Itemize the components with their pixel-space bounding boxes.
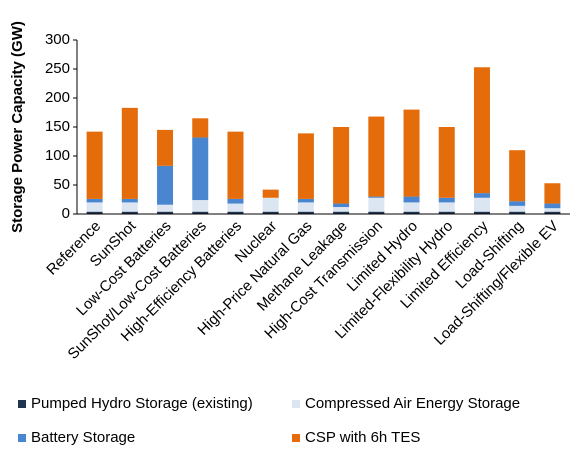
bar-segment (227, 198, 244, 204)
bar-segment (297, 133, 314, 199)
legend-marker (292, 400, 300, 408)
y-tick-label: 50 (53, 176, 70, 193)
bar-segment (86, 131, 103, 199)
bar-segment (473, 211, 490, 214)
bar-segment (438, 211, 455, 214)
bar-segment (438, 197, 455, 203)
y-axis-label: Storage Power Capacity (GW) (9, 21, 26, 233)
bar-segment (368, 211, 385, 214)
bar-segment (368, 116, 385, 197)
bar-segment (227, 211, 244, 214)
bar-segment (262, 211, 279, 214)
bar-segment (368, 196, 385, 198)
bar-segment (403, 196, 420, 203)
bar-segment (333, 211, 350, 214)
bar-segment (121, 202, 138, 212)
bar-segment (121, 211, 138, 214)
bar-segment (157, 165, 174, 205)
bar-segment (544, 203, 561, 209)
bar-segment (509, 150, 526, 202)
bar-segment (333, 127, 350, 204)
bar-segment (544, 208, 561, 212)
y-tick-label: 300 (45, 31, 70, 48)
y-tick-label: 100 (45, 147, 70, 164)
bar-segment (157, 129, 174, 166)
bar-segment (403, 211, 420, 214)
bar-segment (438, 202, 455, 212)
y-tick-label: 0 (62, 205, 70, 222)
legend-marker (18, 400, 26, 408)
bar-segment (473, 67, 490, 194)
bar-segment (297, 211, 314, 214)
legend-marker (18, 434, 26, 442)
y-tick-label: 250 (45, 60, 70, 77)
bar-segment (262, 197, 279, 212)
bar-segment (192, 211, 209, 214)
legend-label: CSP with 6h TES (305, 429, 420, 446)
bar-segment (227, 203, 244, 212)
bar-segment (473, 197, 490, 212)
bar-segment (297, 202, 314, 212)
bar-segment (403, 202, 420, 212)
bar-segment (157, 204, 174, 212)
legend-label: Pumped Hydro Storage (existing) (31, 395, 253, 412)
bar-segment (227, 131, 244, 199)
bar-segment (403, 109, 420, 197)
bar-segment (192, 200, 209, 212)
x-tick-label: Reference (43, 218, 104, 279)
bar-segment (86, 211, 103, 214)
bar-segment (192, 137, 209, 201)
bar-segment (192, 118, 209, 138)
bar-segment (544, 211, 561, 214)
legend-marker (292, 434, 300, 442)
bar-segment (333, 203, 350, 208)
bar-segment (438, 127, 455, 198)
bar-segment (509, 201, 526, 206)
legend-label: Battery Storage (31, 429, 135, 446)
bar-segment (368, 197, 385, 212)
bar-segment (544, 183, 561, 204)
bar-segment (121, 198, 138, 203)
bar-segment (121, 107, 138, 199)
bar-segment (509, 205, 526, 212)
bar-segment (86, 202, 103, 212)
bar-segment (157, 211, 174, 214)
bar-segment (262, 189, 279, 198)
bar-segment (86, 198, 103, 203)
y-tick-label: 200 (45, 89, 70, 106)
y-tick-label: 150 (45, 118, 70, 135)
bar-segment (473, 193, 490, 198)
legend-label: Compressed Air Energy Storage (305, 395, 520, 412)
bar-segment (297, 198, 314, 203)
bar-segment (333, 207, 350, 212)
bar-segment (509, 211, 526, 214)
